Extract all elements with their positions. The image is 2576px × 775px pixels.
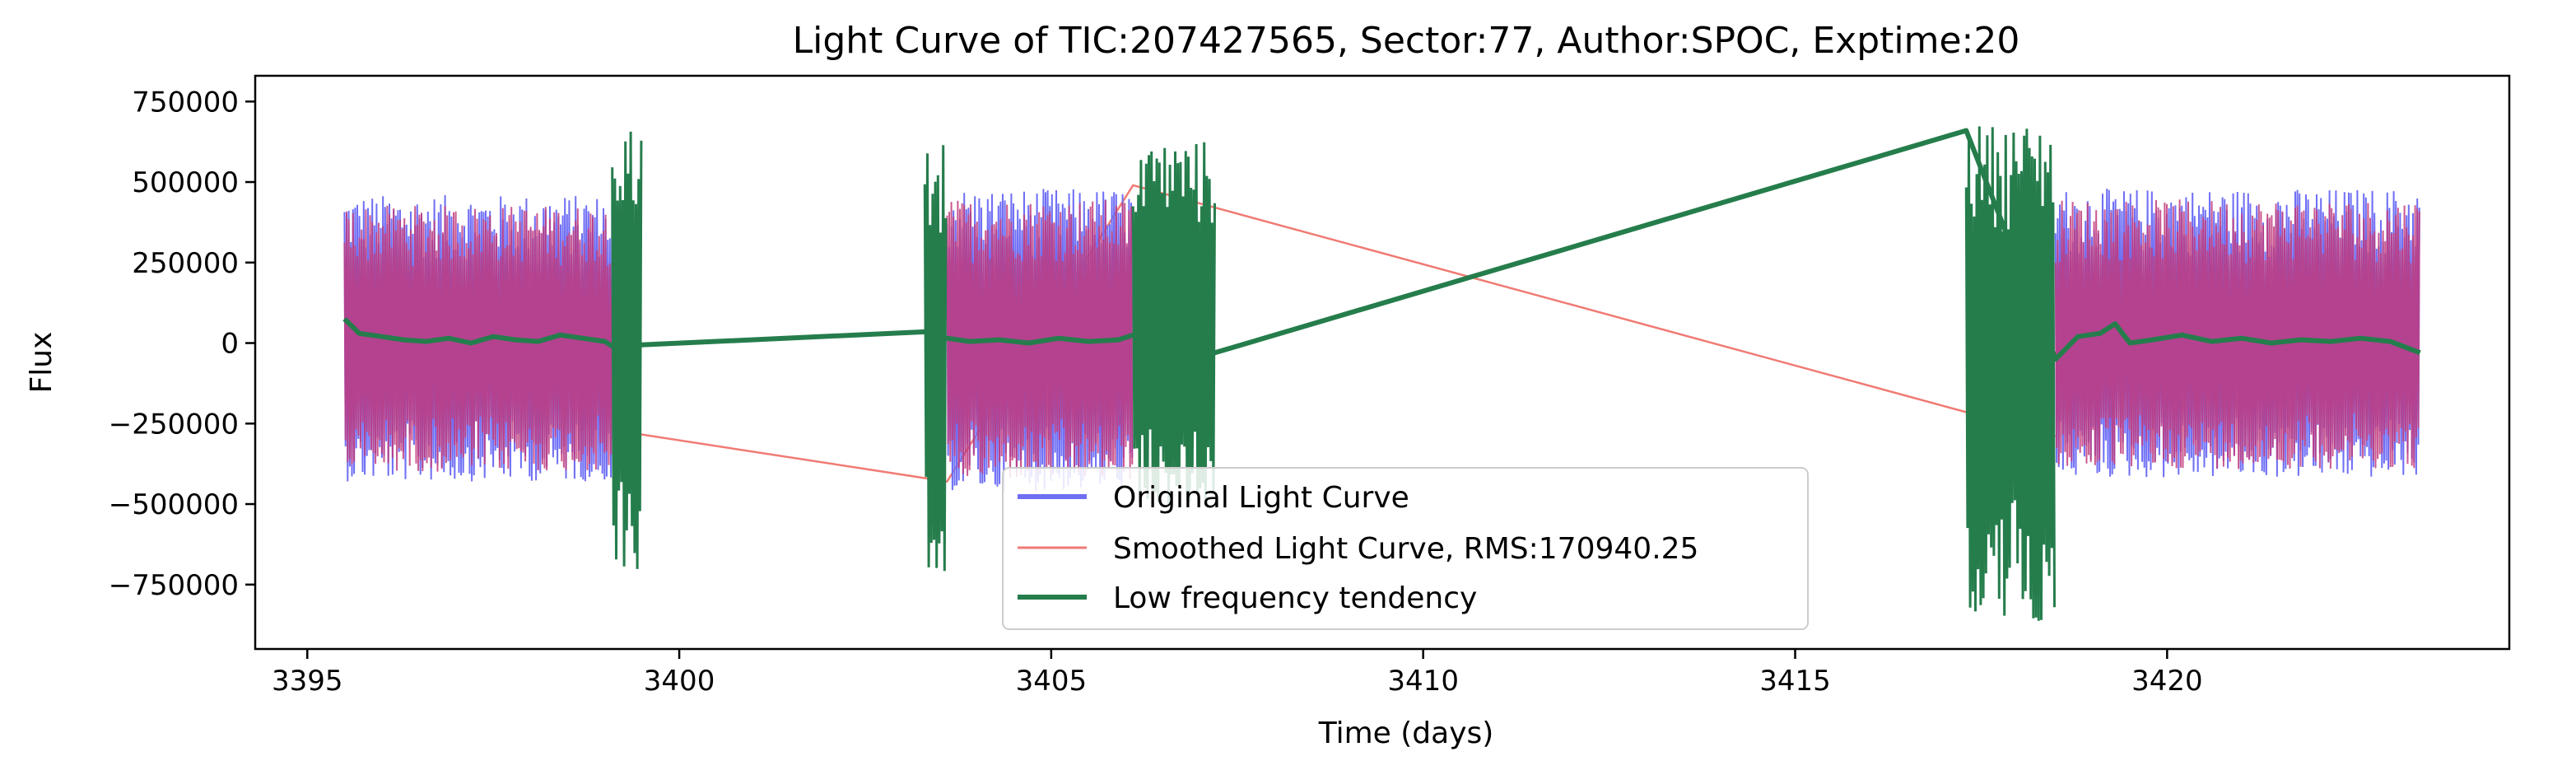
smoothed-curve-segment-0	[343, 205, 613, 472]
x-axis-label: Time (days)	[1318, 717, 1494, 750]
x-tick-label: 3400	[644, 665, 715, 698]
y-tick-label: −750000	[109, 569, 239, 602]
smoothed-curve-segment-1	[946, 200, 1134, 479]
x-tick-label: 3410	[1387, 665, 1459, 698]
x-tick-label: 3420	[2131, 665, 2203, 698]
x-axis-ticks: 3395 3400 3405 3410 3415 3420	[272, 649, 2203, 698]
legend-label-original: Original Light Curve	[1113, 481, 1409, 515]
chart-title: Light Curve of TIC:207427565, Sector:77,…	[793, 20, 2020, 62]
legend: Original Light Curve Smoothed Light Curv…	[1002, 467, 1809, 630]
y-tick-label: 750000	[132, 86, 239, 119]
tendency-dense-segment-3	[1964, 126, 2056, 621]
legend-box	[1002, 467, 1809, 630]
x-tick-label: 3415	[1759, 665, 1831, 698]
y-tick-label: −500000	[109, 488, 239, 521]
y-tick-label: 250000	[132, 247, 239, 280]
tendency-dense-segment-2	[1131, 142, 1216, 504]
tendency-dense-segment-0	[611, 131, 643, 569]
legend-label-tendency: Low frequency tendency	[1113, 581, 1477, 615]
smoothed-curve-segment-2	[2054, 199, 2420, 469]
smoothed-connector-line	[612, 184, 2057, 483]
tendency-dense-segment-1	[923, 145, 948, 572]
y-tick-label: −250000	[109, 408, 239, 441]
y-axis-label: Flux	[25, 332, 58, 394]
y-tick-label: 0	[221, 328, 239, 361]
x-tick-label: 3395	[272, 665, 343, 698]
tendency-line	[342, 128, 2421, 362]
plot-frame	[254, 74, 2511, 651]
plot-area	[342, 126, 2421, 621]
x-tick-label: 3405	[1016, 665, 1088, 698]
y-tick-label: 500000	[132, 166, 239, 199]
legend-label-smoothed: Smoothed Light Curve, RMS:170940.25	[1113, 532, 1698, 566]
y-axis-ticks: 750000 500000 250000 0 −250000 −500000 −750000	[109, 86, 255, 602]
